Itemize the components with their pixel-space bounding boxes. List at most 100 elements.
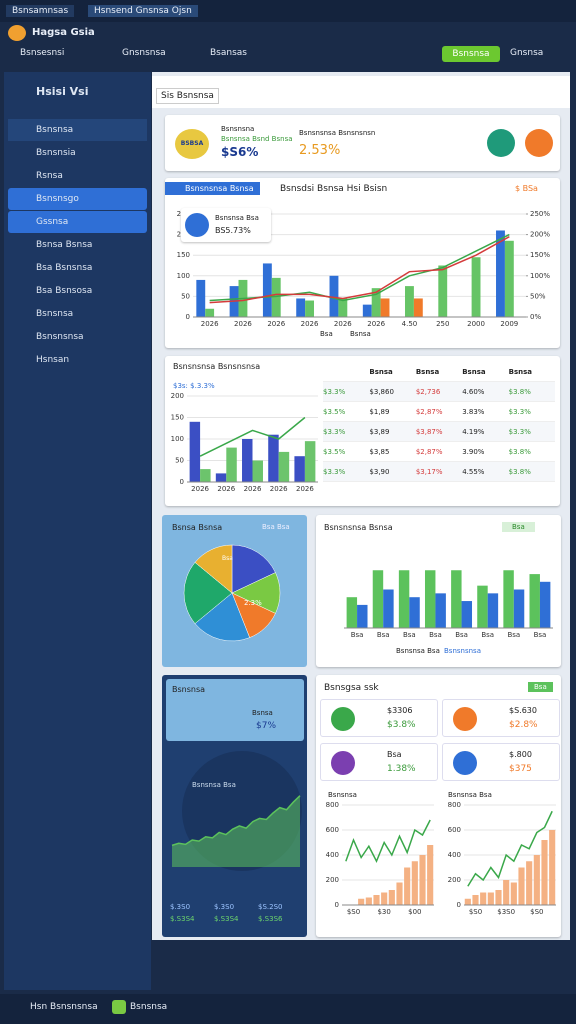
action-button[interactable]: Bsnsnsa [442, 46, 500, 62]
app-icon[interactable] [112, 1000, 126, 1014]
y-tick-label: 400 [448, 851, 461, 859]
stat-value: $S.630 [509, 706, 537, 715]
column-header: Bsnsa [415, 367, 440, 376]
bar [480, 892, 487, 905]
bar [549, 830, 556, 905]
bar [461, 601, 473, 628]
nav-item[interactable]: Bsa Bsnsnsa [36, 263, 93, 273]
y2-tick-label: 100% [530, 272, 550, 280]
nav-item[interactable]: Gssnsa [8, 211, 147, 233]
table-cell: $2,87% [415, 407, 443, 416]
table-cell: $3.5% [323, 447, 346, 456]
panel-title: Bsnsdsi Bsnsa Hsi Bsisn [280, 184, 388, 194]
menu[interactable]: Bsnsesnsi [20, 48, 65, 58]
line [345, 819, 431, 864]
stat-value: Bsa [387, 750, 402, 759]
menu[interactable]: Bsansas [210, 48, 247, 58]
nav-item[interactable]: Rsnsa [36, 171, 63, 181]
icon[interactable] [525, 129, 553, 157]
line [209, 233, 510, 302]
table-cell: $3.8% [508, 447, 531, 456]
bar [472, 895, 479, 905]
x-tick-label: $3S0 [497, 908, 515, 916]
nav-item[interactable]: Bsnsnsgo [8, 188, 147, 210]
table-cell: $3.3% [323, 467, 346, 476]
bar [496, 230, 505, 317]
bar [404, 867, 411, 905]
footer-row: $.3S0 $.3S0 $S.2S0 [170, 901, 302, 913]
x-tick-label: 4.50 [402, 320, 418, 328]
bar [372, 570, 384, 628]
x-tick-label: $30 [377, 908, 390, 916]
bar [533, 855, 540, 905]
table-chart: 0 50 100 150 200 2026 2026 2026 2026 2026 [171, 392, 318, 493]
x-tick-label: 250 [436, 320, 449, 328]
footer-cell: $.S3S4 [214, 915, 239, 923]
stat-card: $S.630 $2.8% [442, 699, 560, 737]
area-chart [171, 795, 301, 867]
y-tick-label: 800 [326, 801, 339, 809]
bar [226, 447, 237, 482]
panel-tab[interactable]: Bsnsnsnsa Bsnsa [165, 182, 260, 195]
bar [268, 434, 279, 482]
user-link[interactable]: Gnsnsa [510, 48, 544, 58]
y-tick-label: 200 [171, 392, 184, 400]
bars-panel: Bsnsnsnsa Bsnsa Bsa Bsa Bsa Bsa Bsa Bsa Bsa Bs… [316, 515, 561, 667]
footer-cell: $.3S0 [170, 903, 191, 911]
stat-icon [453, 707, 477, 731]
nav-item[interactable]: Bsnsa Bsnsa [36, 240, 93, 250]
popup-icon [185, 213, 209, 237]
bar [427, 845, 434, 905]
y-tick-label: 150 [177, 251, 190, 259]
bar [305, 300, 314, 317]
pie-panel: Bsnsa Bsnsa Bsa Bsa Bsa 2.3% [162, 515, 307, 667]
nav-item[interactable]: Bsnsnsia [36, 148, 76, 158]
stat-icon [331, 751, 355, 775]
y2-tick-label: 0% [530, 313, 541, 321]
bar [294, 456, 305, 482]
icon[interactable] [487, 129, 515, 157]
x-tick-label: Bsa [534, 631, 547, 639]
bar [529, 574, 540, 628]
x-axis-title: Bsa [320, 330, 333, 338]
x-tick-label: Bsa [455, 631, 468, 639]
pie-slice [183, 562, 233, 624]
bar [451, 570, 462, 628]
nav-item[interactable]: Bsnsnsnsa [36, 332, 84, 342]
menu[interactable]: Gnsnsnsa [122, 48, 166, 58]
bar [526, 861, 533, 905]
table-cell: 3.83% [462, 407, 485, 416]
stat-card: Bsa 1.38% [320, 743, 438, 781]
bars-chart: Bsa Bsa Bsa Bsa Bsa Bsa Bsa Bsa [344, 570, 553, 639]
bar [329, 275, 339, 317]
bar [541, 840, 548, 905]
panel-title: Bsnsgsa ssk [324, 683, 379, 693]
tab[interactable]: Hsnsend Gnsnsa Ojsn [88, 5, 198, 17]
bar [510, 882, 517, 905]
stats-panel: Bsnsgsa ssk Bsa $3306 $3.8% $S.630 $2.8% Bsa… [316, 675, 561, 937]
nav-item[interactable]: Hsnsan [36, 355, 70, 365]
area [172, 795, 300, 867]
nav-item[interactable]: Bsa Bsnsosa [36, 286, 93, 296]
x-tick-label: 2026 [334, 320, 352, 328]
bar [435, 593, 446, 628]
nav-item[interactable]: Bsnsnsa [36, 309, 74, 319]
bar [495, 890, 502, 905]
table-cell: $1,89 [369, 407, 390, 416]
table-cell: $2,736 [415, 387, 441, 396]
y-tick-label: 0 [457, 901, 461, 909]
stat-value: $.800 [509, 750, 532, 759]
taskbar-app[interactable]: Bsnsnsa [130, 1002, 168, 1012]
bar [365, 897, 372, 905]
bar [304, 441, 316, 482]
nav-item[interactable]: Bsnsnsa [8, 119, 147, 141]
search[interactable]: Sis Bsnsnsa [156, 88, 219, 104]
tab[interactable]: Bsnsamnsas [6, 5, 75, 17]
bar [419, 855, 426, 905]
bar [471, 257, 481, 317]
bar [388, 890, 395, 905]
pie-slice [231, 544, 276, 594]
badge: Bsa [502, 522, 535, 532]
x-tick-label: Bsa [507, 631, 520, 639]
table-cell: $3.3% [508, 407, 531, 416]
